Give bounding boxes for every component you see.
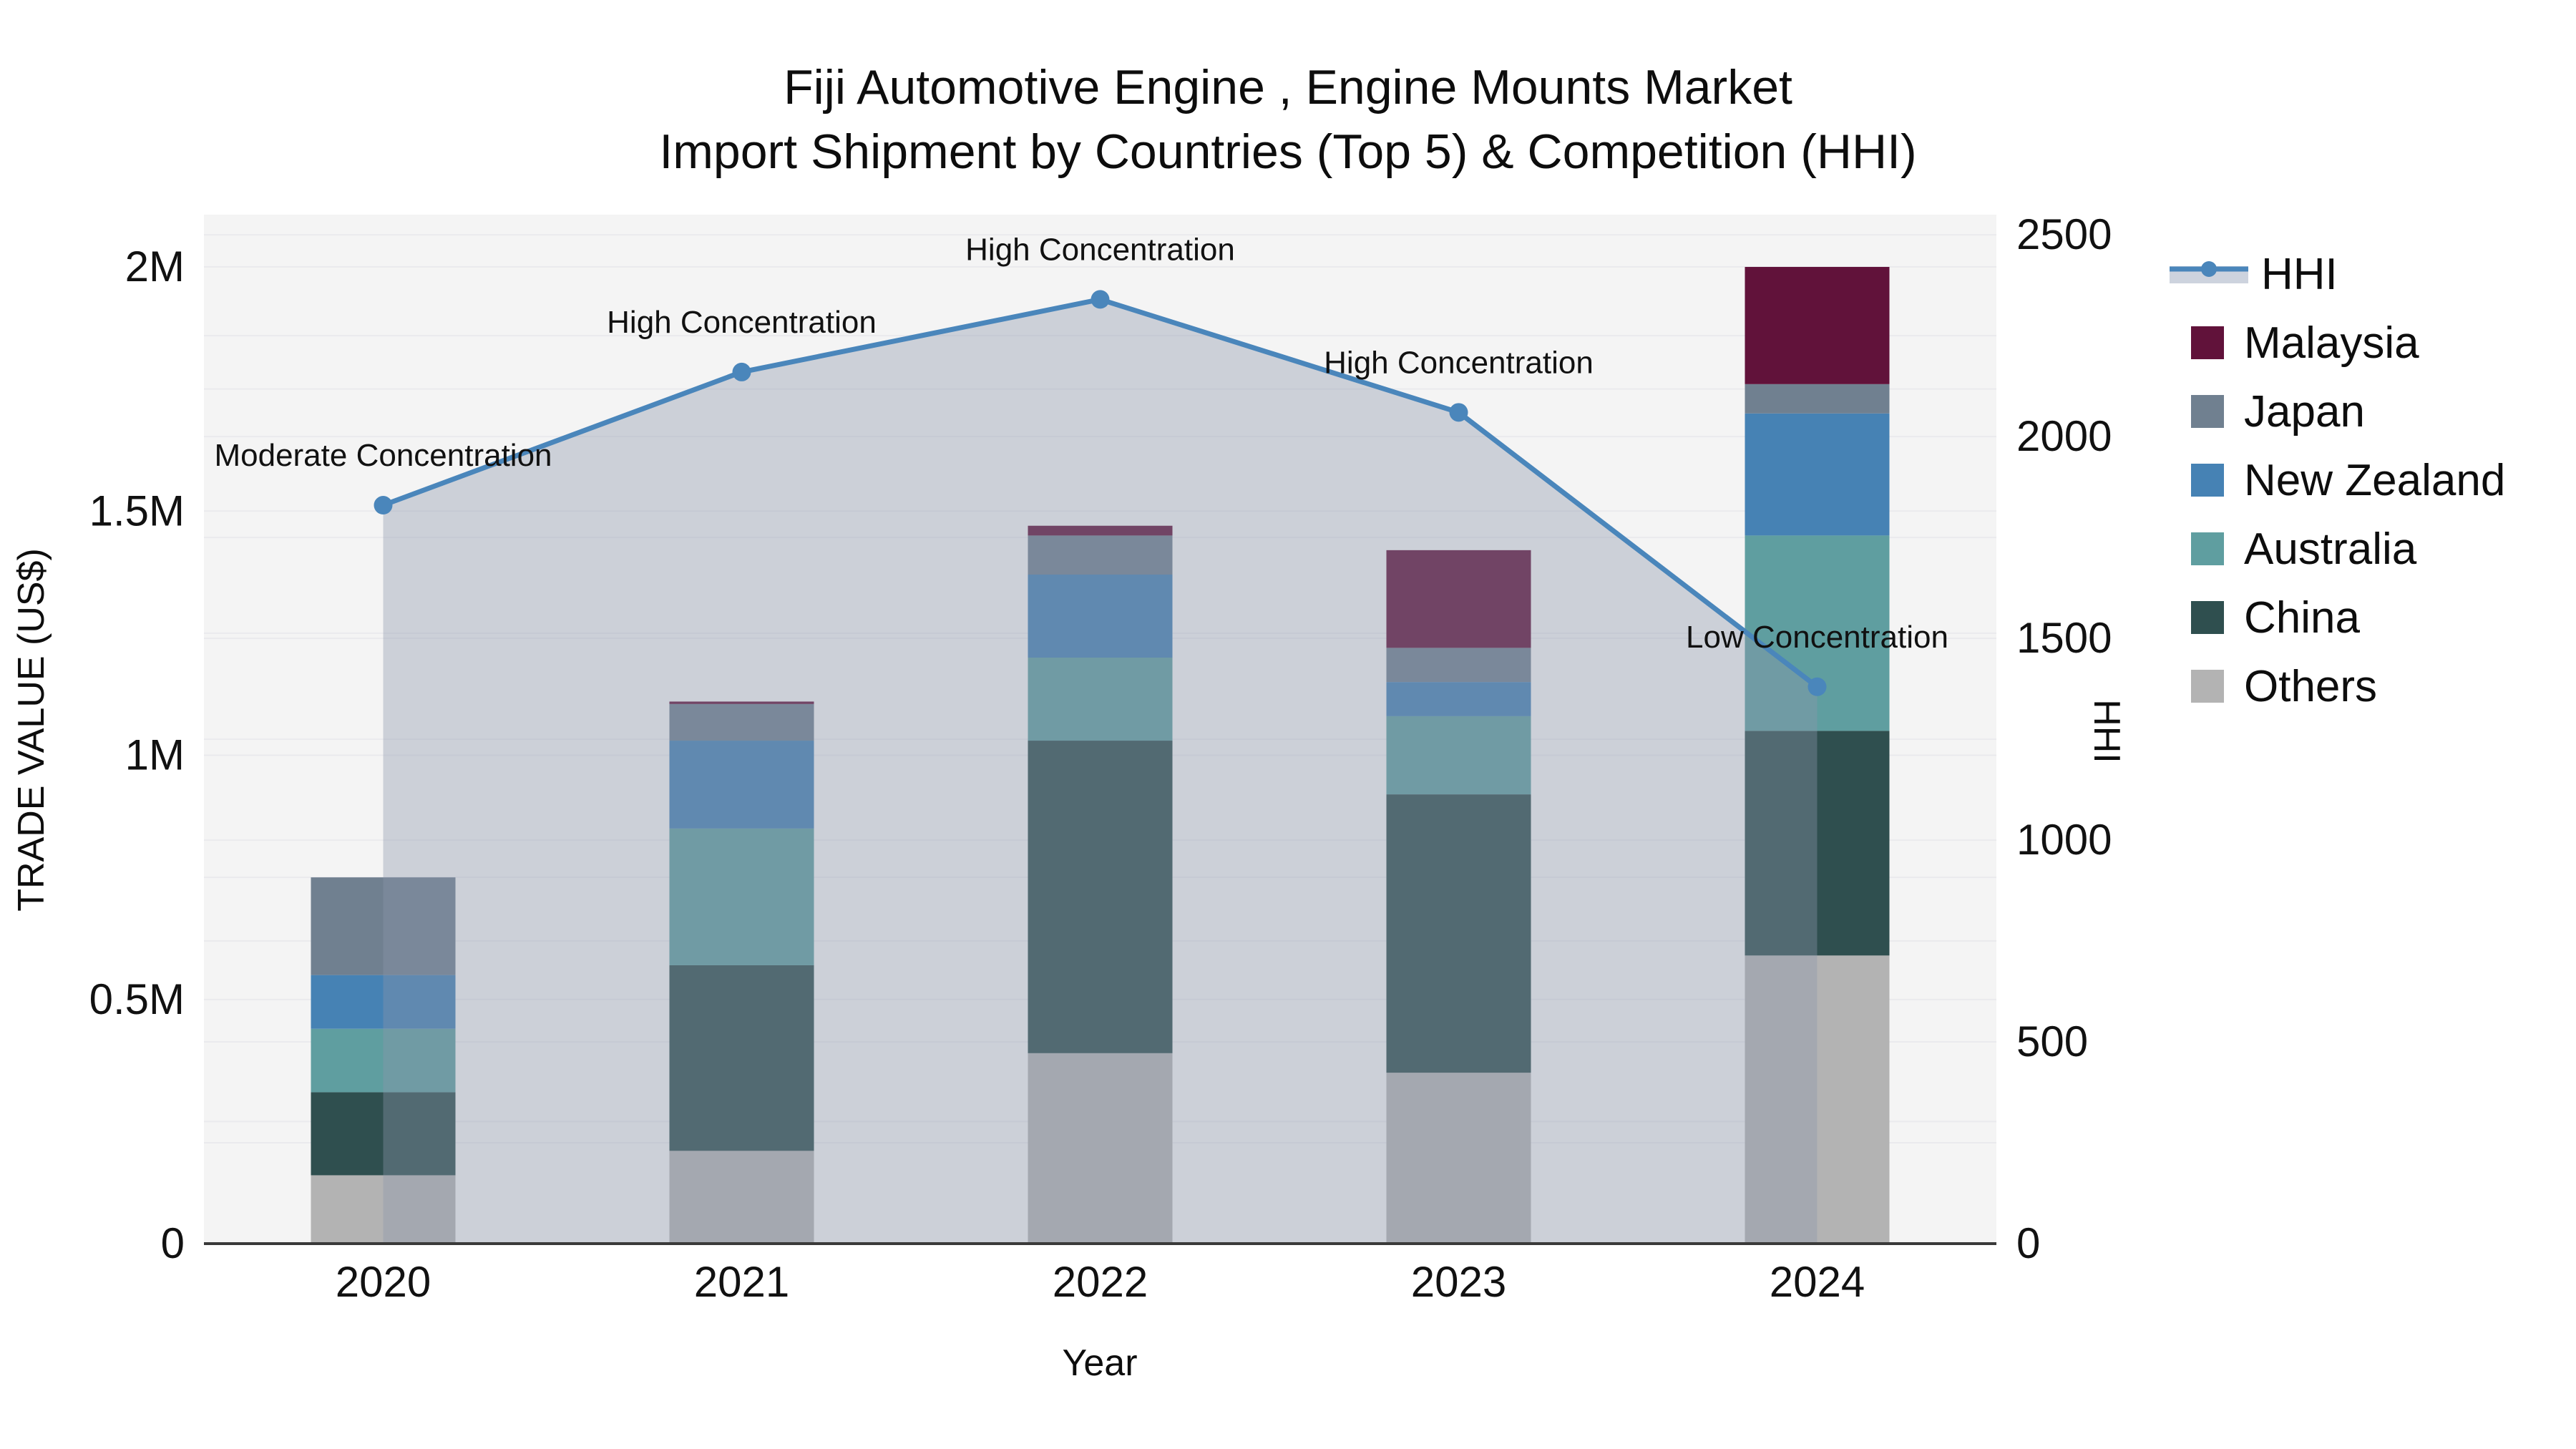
x-tick-2023: 2023 bbox=[1411, 1258, 1506, 1306]
legend-label-hhi: HHI bbox=[2261, 249, 2338, 299]
y-left-tick-0: 0 bbox=[161, 1219, 185, 1267]
legend-item-others: Others bbox=[2191, 652, 2505, 721]
bar-segment-china-2022 bbox=[1028, 741, 1173, 1053]
chart-title-line1: Fiji Automotive Engine , Engine Mounts M… bbox=[784, 60, 1792, 114]
annotation-2021: High Concentration bbox=[607, 305, 877, 340]
y-axis-title-left: TRADE VALUE (US$) bbox=[11, 548, 52, 912]
legend-item-australia: Australia bbox=[2191, 514, 2505, 583]
legend-swatch-japan bbox=[2191, 395, 2224, 428]
hhi-point-2021 bbox=[732, 362, 751, 381]
y-left-tick-0.5M: 0.5M bbox=[89, 975, 185, 1023]
bar-segment-australia-2023 bbox=[1386, 716, 1531, 795]
y-right-tick-0: 0 bbox=[2016, 1219, 2040, 1267]
bar-segment-new-zealand-2024 bbox=[1745, 413, 1890, 536]
bar-segment-japan-2022 bbox=[1028, 535, 1173, 575]
bar-segment-malaysia-2021 bbox=[669, 701, 814, 704]
y-right-tick-2000: 2000 bbox=[2016, 412, 2112, 460]
bar-segment-others-2020 bbox=[311, 1175, 456, 1244]
bar-segment-australia-2024 bbox=[1745, 535, 1890, 731]
bar-segment-japan-2024 bbox=[1745, 384, 1890, 414]
legend-swatch-malaysia bbox=[2191, 326, 2224, 359]
y-right-tick-500: 500 bbox=[2016, 1018, 2088, 1065]
legend-swatch-others bbox=[2191, 670, 2224, 703]
y-left-tick-1M: 1M bbox=[125, 731, 185, 779]
bar-segment-others-2024 bbox=[1745, 955, 1890, 1244]
bar-segment-japan-2023 bbox=[1386, 648, 1531, 683]
legend-label-others: Others bbox=[2244, 661, 2378, 711]
legend-label-japan: Japan bbox=[2244, 386, 2365, 436]
annotation-2020: Moderate Concentration bbox=[214, 438, 552, 473]
legend-item-hhi: HHI bbox=[2170, 240, 2505, 308]
annotation-2022: High Concentration bbox=[965, 232, 1235, 267]
legend-label-china: China bbox=[2244, 592, 2360, 643]
bar-segment-others-2022 bbox=[1028, 1053, 1173, 1244]
bar-segment-china-2021 bbox=[669, 965, 814, 1151]
legend-item-japan: Japan bbox=[2191, 377, 2505, 446]
legend-item-new-zealand: New Zealand bbox=[2191, 446, 2505, 514]
y-axis-title-right: HHI bbox=[2086, 699, 2127, 763]
bar-segment-new-zealand-2023 bbox=[1386, 682, 1531, 716]
y-right-tick-1000: 1000 bbox=[2016, 816, 2112, 864]
x-axis-title: Year bbox=[1062, 1342, 1138, 1384]
legend-item-malaysia: Malaysia bbox=[2191, 308, 2505, 377]
chart-title: Fiji Automotive Engine , Engine Mounts M… bbox=[0, 56, 2576, 185]
x-tick-2021: 2021 bbox=[694, 1258, 789, 1306]
legend-item-china: China bbox=[2191, 583, 2505, 652]
bar-segment-china-2023 bbox=[1386, 794, 1531, 1073]
bar-segment-new-zealand-2020 bbox=[311, 975, 456, 1029]
legend-label-malaysia: Malaysia bbox=[2244, 318, 2419, 368]
bar-segment-others-2021 bbox=[669, 1151, 814, 1244]
annotation-2024: Low Concentration bbox=[1686, 620, 1948, 655]
y-left-tick-2M: 2M bbox=[125, 243, 185, 291]
legend: HHI Malaysia Japan New Zealand Australia Chin… bbox=[2170, 240, 2505, 721]
legend-swatch-china bbox=[2191, 601, 2224, 634]
y-right-tick-1500: 1500 bbox=[2016, 614, 2112, 662]
bar-segment-others-2023 bbox=[1386, 1073, 1531, 1244]
hhi-point-2020 bbox=[374, 496, 393, 515]
x-tick-2024: 2024 bbox=[1770, 1258, 1865, 1306]
hhi-point-2022 bbox=[1091, 290, 1110, 309]
y-right-tick-2500: 2500 bbox=[2016, 210, 2112, 258]
y-left-tick-1.5M: 1.5M bbox=[89, 487, 185, 535]
bar-segment-malaysia-2024 bbox=[1745, 267, 1890, 384]
annotation-2023: High Concentration bbox=[1324, 345, 1594, 380]
x-tick-2022: 2022 bbox=[1053, 1258, 1148, 1306]
bar-segment-malaysia-2023 bbox=[1386, 550, 1531, 648]
hhi-point-2023 bbox=[1449, 403, 1468, 422]
bar-segment-malaysia-2022 bbox=[1028, 525, 1173, 536]
chart-title-line2: Import Shipment by Countries (Top 5) & C… bbox=[659, 124, 1917, 179]
legend-swatch-new-zealand bbox=[2191, 464, 2224, 497]
hhi-point-2024 bbox=[1807, 677, 1827, 696]
x-tick-2020: 2020 bbox=[336, 1258, 431, 1306]
legend-label-new-zealand: New Zealand bbox=[2244, 455, 2506, 505]
bar-segment-australia-2022 bbox=[1028, 658, 1173, 741]
legend-label-australia: Australia bbox=[2244, 524, 2417, 574]
bar-segment-japan-2020 bbox=[311, 877, 456, 975]
hhi-area-fill bbox=[383, 299, 1818, 1244]
bar-segment-china-2024 bbox=[1745, 731, 1890, 956]
bar-segment-australia-2021 bbox=[669, 828, 814, 965]
hhi-legend-glyph bbox=[2170, 261, 2248, 283]
bar-segment-japan-2021 bbox=[669, 703, 814, 741]
bar-segment-new-zealand-2021 bbox=[669, 741, 814, 829]
bar-segment-australia-2020 bbox=[311, 1028, 456, 1093]
bar-segment-china-2020 bbox=[311, 1092, 456, 1176]
legend-swatch-australia bbox=[2191, 532, 2224, 565]
bar-segment-new-zealand-2022 bbox=[1028, 574, 1173, 658]
